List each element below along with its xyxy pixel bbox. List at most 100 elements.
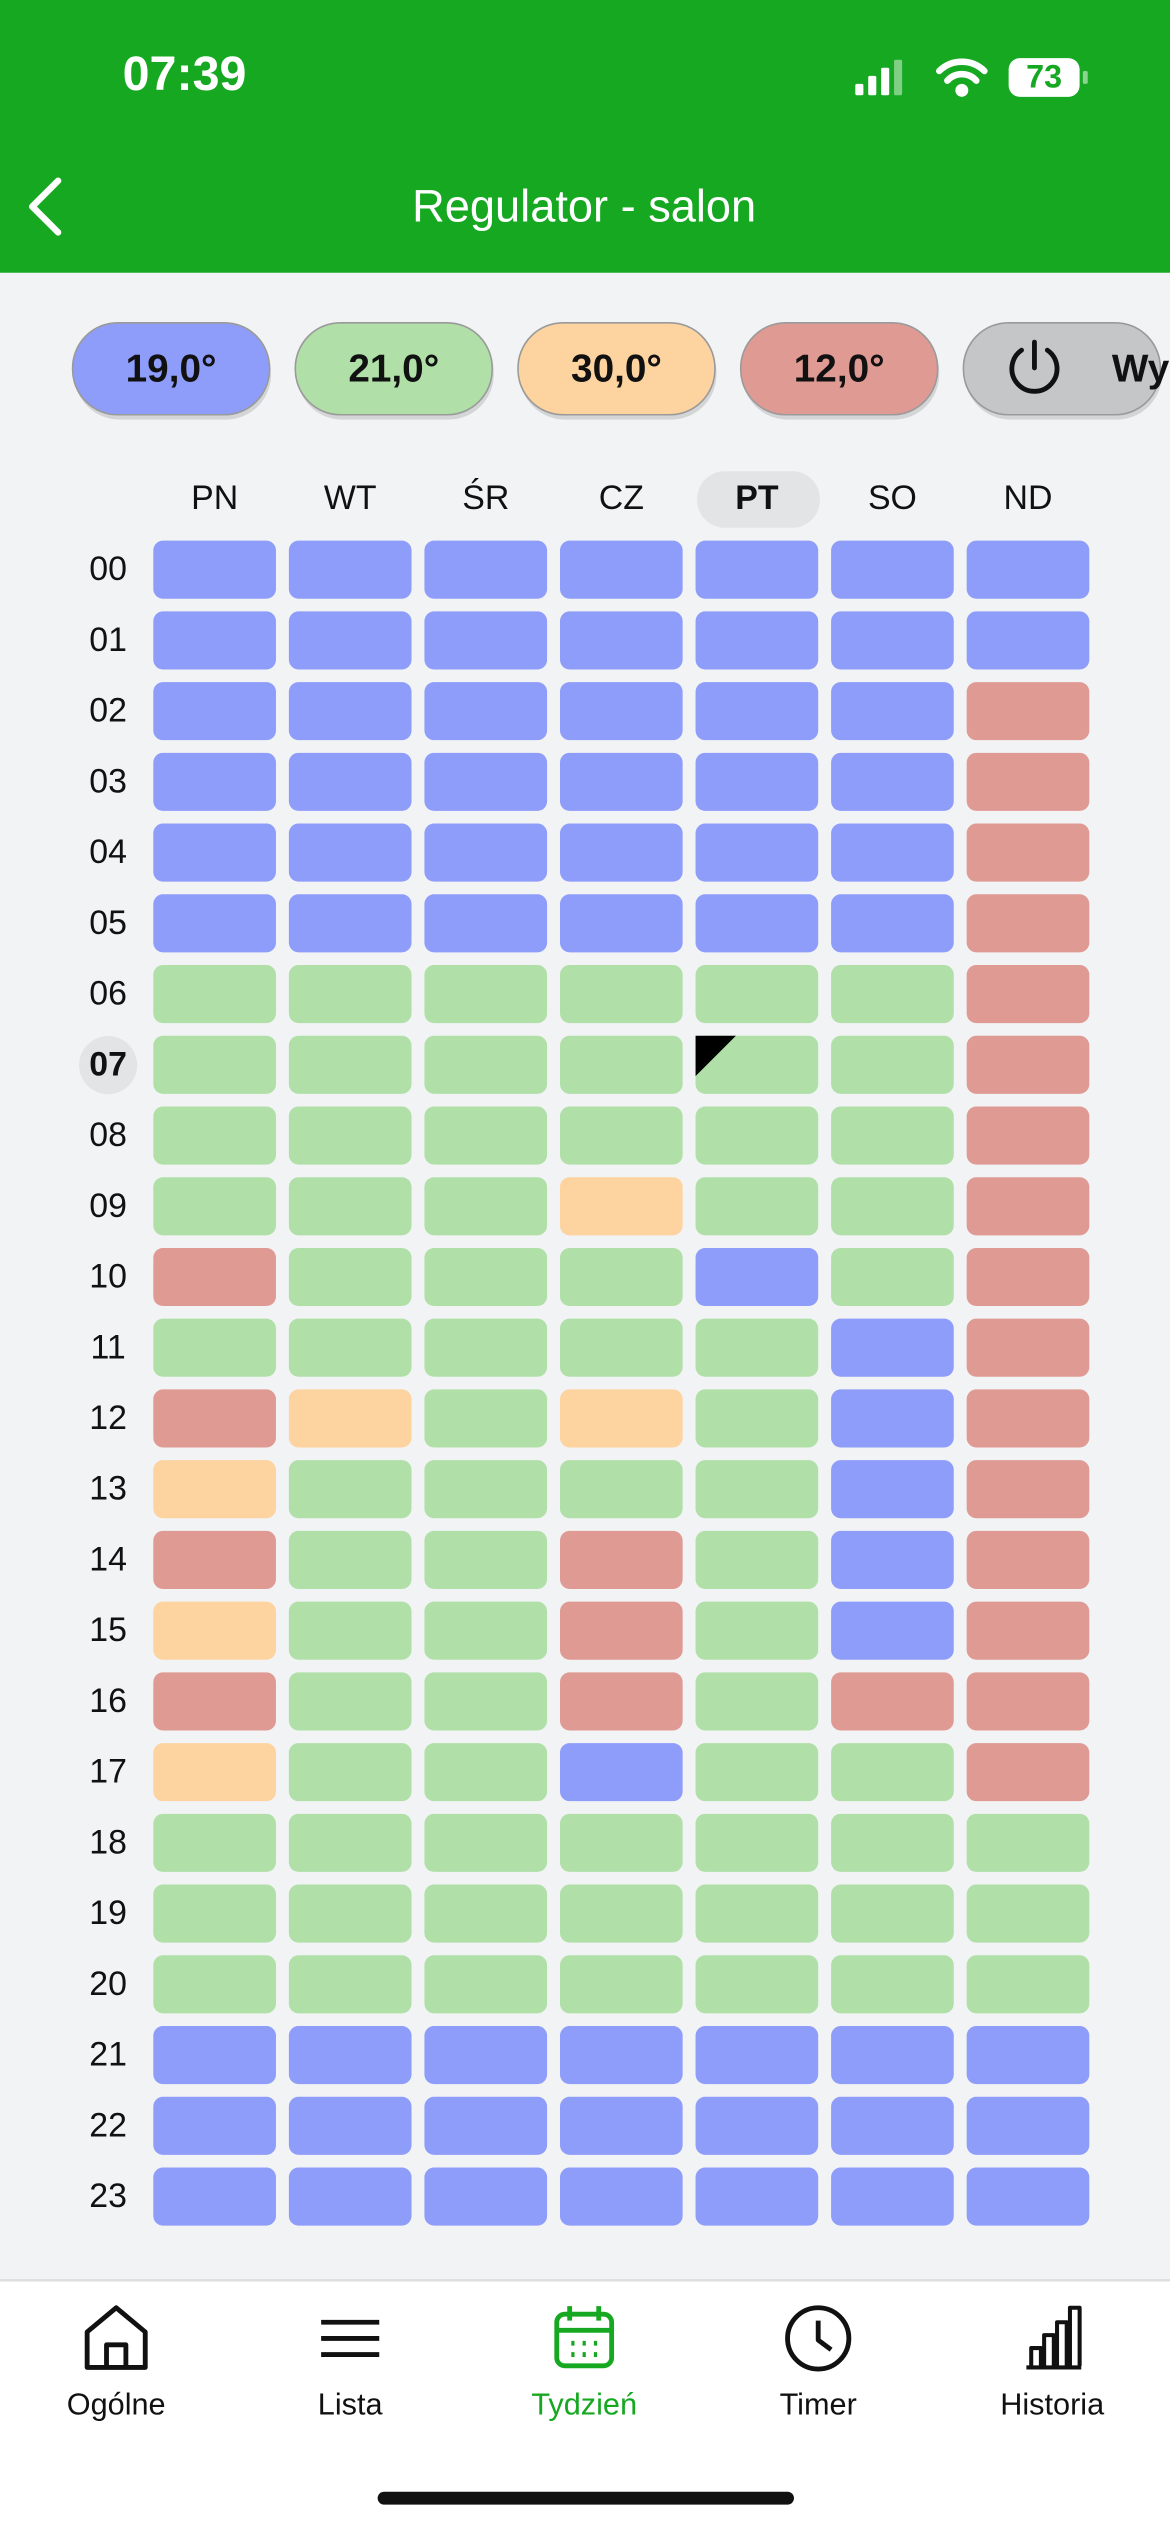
schedule-cell[interactable] [288,1672,412,1731]
schedule-cell[interactable] [966,1106,1090,1165]
schedule-cell[interactable] [559,965,683,1024]
schedule-cell[interactable] [831,682,954,741]
schedule-cell[interactable] [831,1460,954,1519]
schedule-cell[interactable] [831,2167,954,2226]
schedule-cell[interactable] [966,2096,1090,2155]
schedule-cell[interactable] [966,1035,1090,1094]
schedule-cell[interactable] [288,2096,412,2155]
schedule-cell[interactable] [153,1460,276,1519]
nav-tab[interactable]: Timer [780,2387,857,2421]
schedule-cell[interactable] [424,1743,548,1802]
schedule-cell[interactable] [559,1601,683,1660]
schedule-cell[interactable] [424,965,548,1024]
schedule-cell[interactable] [153,1389,276,1448]
schedule-cell[interactable] [831,1177,954,1236]
schedule-cell[interactable] [695,1106,819,1165]
schedule-cell[interactable] [695,1672,819,1731]
schedule-cell[interactable] [559,2026,683,2085]
schedule-cell[interactable] [559,1530,683,1589]
schedule-cell[interactable] [695,1813,819,1872]
schedule-cell[interactable] [559,1318,683,1377]
schedule-cell[interactable] [424,1601,548,1660]
schedule-cell[interactable] [831,2096,954,2155]
schedule-cell[interactable] [153,1035,276,1094]
nav-tab[interactable]: Tydzień [531,2387,637,2421]
schedule-cell[interactable] [424,540,548,599]
schedule-cell[interactable] [966,611,1090,670]
nav-tab[interactable]: Lista [318,2387,384,2421]
schedule-cell[interactable] [966,1177,1090,1236]
schedule-cell[interactable] [288,1318,412,1377]
schedule-cell[interactable] [153,611,276,670]
schedule-cell[interactable] [424,682,548,741]
schedule-cell[interactable] [424,611,548,670]
schedule-cell[interactable] [153,2096,276,2155]
schedule-cell[interactable] [153,1884,276,1943]
schedule-cell[interactable] [424,2096,548,2155]
schedule-cell[interactable] [559,540,683,599]
schedule-cell[interactable] [559,1672,683,1731]
schedule-cell[interactable] [153,1177,276,1236]
schedule-cell[interactable] [831,1672,954,1731]
schedule-cell[interactable] [424,823,548,882]
schedule-cell[interactable] [559,2096,683,2155]
schedule-cell[interactable] [288,2167,412,2226]
schedule-cell[interactable] [695,1247,819,1307]
schedule-cell[interactable] [966,1884,1090,1943]
schedule-cell[interactable] [966,823,1090,882]
schedule-cell[interactable] [831,823,954,882]
schedule-cell[interactable] [831,1743,954,1802]
schedule-cell[interactable] [966,894,1090,953]
schedule-cell[interactable] [424,1530,548,1589]
schedule-cell[interactable] [966,1318,1090,1377]
schedule-cell[interactable] [424,1884,548,1943]
schedule-cell[interactable] [153,823,276,882]
schedule-cell[interactable] [288,1106,412,1165]
preset-button[interactable]: Wy [962,321,1170,420]
schedule-cell[interactable] [559,1106,683,1165]
schedule-cell[interactable] [288,1813,412,1872]
schedule-cell[interactable] [831,1884,954,1943]
schedule-cell[interactable] [153,2026,276,2085]
schedule-cell[interactable] [288,1389,412,1448]
schedule-cell[interactable] [695,1460,819,1519]
schedule-cell[interactable] [966,965,1090,1024]
schedule-cell[interactable] [559,1035,683,1094]
schedule-cell[interactable] [288,1955,412,2014]
schedule-cell[interactable] [966,2167,1090,2226]
schedule-cell[interactable] [695,823,819,882]
schedule-cell[interactable] [559,1389,683,1448]
schedule-cell[interactable] [695,1601,819,1660]
schedule-cell[interactable] [695,1955,819,2014]
schedule-cell[interactable] [831,2026,954,2085]
schedule-cell[interactable] [559,1813,683,1872]
nav-tab[interactable]: Historia [1000,2387,1105,2421]
schedule-cell[interactable] [153,1672,276,1731]
schedule-cell[interactable] [153,1106,276,1165]
schedule-cell[interactable] [831,1247,954,1307]
schedule-cell[interactable] [288,1035,412,1094]
schedule-cell[interactable] [288,1177,412,1236]
schedule-cell[interactable] [966,1389,1090,1448]
schedule-cell[interactable] [831,1601,954,1660]
schedule-cell[interactable] [559,1177,683,1236]
schedule-cell[interactable] [153,1813,276,1872]
schedule-cell[interactable] [288,1601,412,1660]
schedule-cell[interactable] [153,894,276,953]
schedule-cell[interactable] [559,682,683,741]
schedule-cell[interactable] [424,2026,548,2085]
schedule-cell[interactable] [831,965,954,1024]
schedule-cell[interactable] [559,894,683,953]
schedule-cell[interactable] [424,1955,548,2014]
schedule-cell[interactable] [153,540,276,599]
schedule-cell[interactable] [966,1813,1090,1872]
schedule-cell[interactable] [695,1743,819,1802]
schedule-cell[interactable] [288,1530,412,1589]
schedule-cell[interactable] [288,2026,412,2085]
schedule-cell[interactable] [831,1106,954,1165]
schedule-cell[interactable] [424,1247,548,1307]
schedule-cell[interactable] [288,682,412,741]
schedule-cell[interactable] [966,1460,1090,1519]
preset-button[interactable]: 30,0° [517,321,717,420]
schedule-cell[interactable] [966,682,1090,741]
